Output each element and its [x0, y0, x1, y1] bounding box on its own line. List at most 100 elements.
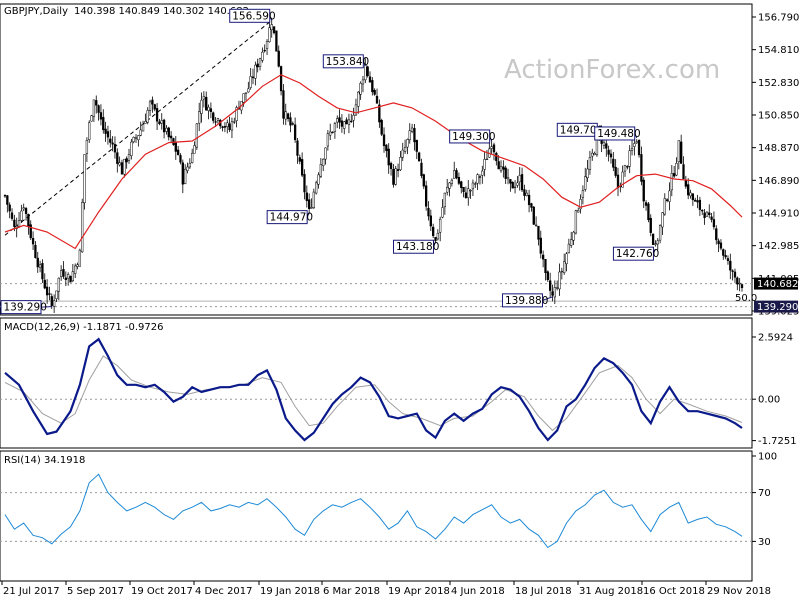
candle-body	[670, 173, 673, 191]
candle-body	[202, 96, 206, 100]
candle-body	[460, 181, 463, 188]
candle-body	[74, 265, 77, 274]
callout-box	[0, 300, 42, 315]
candle-body	[207, 106, 210, 111]
support-price-tag: 139.290	[754, 300, 798, 313]
candle-body	[109, 138, 112, 143]
candle-body	[577, 210, 580, 213]
candle-body	[476, 174, 479, 184]
candle-body	[191, 152, 194, 163]
callout-leader	[40, 306, 52, 308]
last-price-tag-box	[754, 277, 798, 290]
candle-body	[392, 169, 395, 185]
candle-body	[609, 153, 613, 158]
candle-body	[567, 243, 571, 254]
candle-body	[265, 41, 269, 49]
candle-body	[485, 158, 489, 161]
price-gridlines	[0, 283, 752, 308]
callout: 139.290	[0, 300, 52, 315]
candle-body	[214, 121, 217, 123]
callout: 149.300	[449, 129, 496, 144]
candle-body	[591, 152, 594, 157]
candle-body	[539, 237, 542, 254]
candle-body	[481, 170, 484, 176]
candle-body	[169, 135, 173, 139]
candle-body	[560, 270, 563, 273]
candle-body	[29, 224, 32, 239]
callout-box	[393, 239, 435, 254]
candle-body	[495, 152, 498, 162]
candle-body	[102, 117, 105, 131]
candle-body	[502, 166, 505, 170]
candle-body	[696, 200, 699, 203]
candle-body	[55, 290, 58, 300]
candle-body	[406, 139, 409, 148]
candle-body	[715, 228, 718, 241]
candle-body	[270, 24, 273, 31]
candle-body	[312, 191, 315, 208]
candle-body	[366, 66, 369, 77]
candle-body	[396, 169, 400, 172]
candle-body	[354, 104, 358, 116]
candle-body	[541, 254, 545, 260]
candle-body	[448, 182, 451, 189]
candle-body	[123, 158, 126, 175]
candle-body	[359, 82, 362, 95]
candle-body	[347, 119, 351, 126]
candle-body	[579, 198, 582, 210]
candle-body	[223, 126, 227, 128]
candle-body	[120, 162, 124, 175]
candle-body	[95, 100, 98, 106]
candle-body	[242, 93, 245, 103]
candle-body	[687, 184, 690, 196]
candle-body	[446, 187, 449, 193]
chart-title: GBPJPY,Daily	[4, 6, 68, 17]
candle-body	[34, 244, 37, 258]
x-tick-label: 19 Jan 2018	[260, 586, 320, 597]
candle-body	[382, 134, 386, 147]
rsi-tick-label: 70	[758, 488, 771, 499]
candle-body	[530, 203, 533, 208]
price-tick-label: 156.790	[758, 13, 799, 24]
candle-body	[172, 138, 175, 145]
candle-body	[389, 163, 393, 169]
watermark: ActionForex.com	[504, 55, 720, 85]
candle-body	[99, 112, 103, 120]
candle-body	[523, 189, 526, 196]
macd-panel-frame	[0, 317, 753, 449]
candle-body	[216, 118, 220, 121]
trendline	[4, 19, 273, 236]
candle-body	[602, 142, 606, 146]
candle-body	[506, 177, 510, 180]
candle-body	[623, 164, 627, 172]
candle-body	[188, 163, 191, 168]
candle-body	[296, 140, 299, 156]
candle-body	[593, 153, 596, 155]
support-tag-label: 139.290	[757, 302, 798, 313]
candle-body	[647, 203, 650, 220]
x-tick-label: 19 Oct 2017	[131, 586, 193, 597]
candle-body	[429, 215, 432, 227]
candle-body	[144, 121, 147, 124]
candle-body	[13, 219, 16, 227]
candle-body	[43, 279, 46, 289]
candle-body	[244, 92, 248, 94]
candle-body	[60, 270, 63, 277]
candle-body	[729, 260, 732, 271]
candle-body	[453, 170, 456, 179]
callout: 143.180	[393, 239, 439, 254]
callout-box	[449, 129, 491, 144]
candle-body	[588, 157, 592, 170]
price-tick-label: 150.850	[758, 111, 799, 122]
candle-body	[345, 119, 348, 125]
candle-body	[644, 202, 648, 206]
candle-body	[160, 120, 163, 124]
candle-body	[69, 276, 72, 283]
price-tick-label: 148.870	[758, 143, 799, 154]
candle-body	[113, 144, 117, 153]
candle-body	[181, 162, 184, 185]
candle-body	[682, 164, 685, 180]
candle-body	[621, 171, 624, 188]
candle-body	[36, 257, 39, 268]
rsi-tick-label: 30	[758, 537, 771, 548]
